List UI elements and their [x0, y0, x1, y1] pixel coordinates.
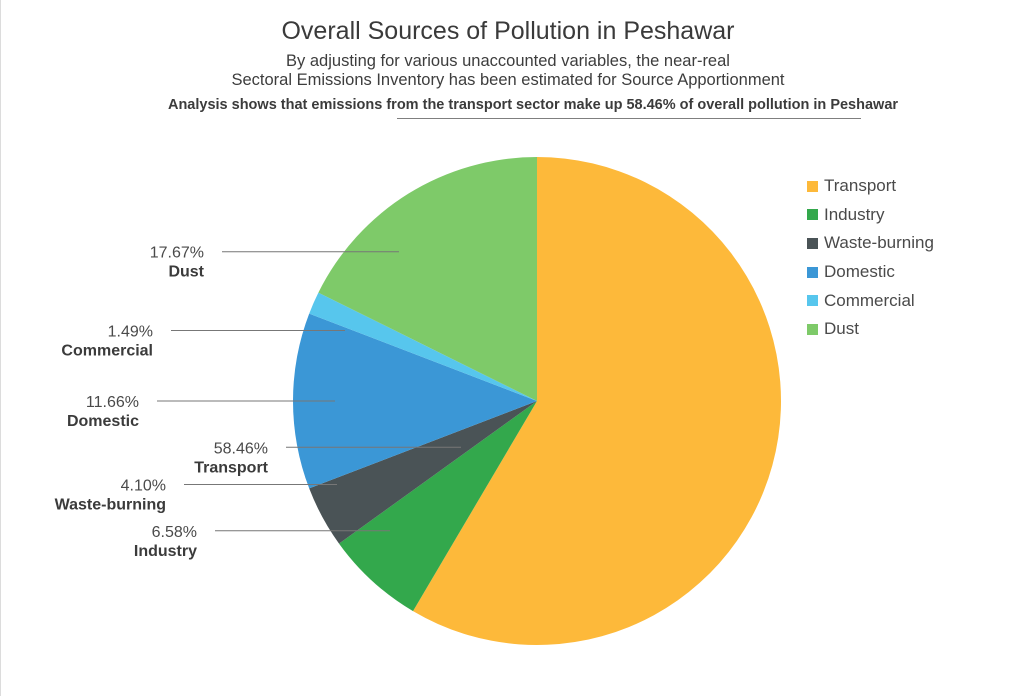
legend-swatch [807, 323, 818, 335]
pie-slice-waste-burning [309, 401, 537, 544]
legend-item-commercial: Commercial [807, 286, 934, 315]
data-label-domestic: 11.66% [86, 394, 139, 411]
category-label-dust: Dust [168, 264, 204, 281]
legend-item-waste-burning: Waste-burning [807, 229, 934, 258]
legend-swatch [807, 180, 818, 192]
analysis-note: Analysis shows that emissions from the t… [1, 97, 1014, 113]
legend-swatch [807, 209, 818, 221]
pie-slice-commercial [309, 292, 537, 401]
data-label-industry: 6.58% [152, 524, 197, 541]
subtitle-line-1: By adjusting for various unaccounted var… [286, 52, 730, 70]
pie-slice-transport [413, 157, 781, 646]
legend-item-dust: Dust [807, 315, 934, 344]
pie-slice-dust [318, 157, 537, 401]
analysis-prefix: Analysis shows that emissions from [167, 97, 423, 113]
legend-label: Dust [824, 319, 859, 339]
legend-item-industry: Industry [807, 201, 934, 230]
category-label-industry: Industry [134, 543, 197, 560]
pie-slice-domestic [292, 313, 537, 489]
analysis-suffix: in Peshawar [809, 97, 899, 113]
legend-item-transport: Transport [807, 172, 934, 201]
data-label-commercial: 1.49% [108, 323, 153, 340]
legend-swatch [807, 266, 818, 278]
legend-label: Industry [824, 204, 885, 224]
data-label-transport: 58.46% [214, 440, 268, 457]
category-label-transport: Transport [194, 459, 268, 476]
legend-label: Commercial [824, 290, 915, 310]
subtitle-line-2: Sectoral Emissions Inventory has been es… [231, 71, 785, 89]
legend-label: Waste-burning [824, 233, 934, 253]
category-label-waste-burning: Waste-burning [55, 497, 166, 514]
category-label-domestic: Domestic [67, 413, 139, 430]
data-label-waste-burning: 4.10% [121, 478, 166, 495]
legend-swatch [807, 295, 818, 307]
chart-legend: Transport Industry Waste-burning Domestic Co… [807, 172, 934, 344]
data-label-dust: 17.67% [150, 245, 204, 262]
pie-slice-industry [339, 401, 537, 612]
category-label-commercial: Commercial [61, 342, 153, 359]
legend-label: Domestic [824, 262, 895, 282]
analysis-underline [397, 118, 861, 119]
legend-label: Transport [824, 176, 897, 196]
chart-title: Overall Sources of Pollution in Peshawar [281, 17, 735, 45]
legend-item-domestic: Domestic [807, 258, 934, 287]
analysis-highlight: the transport sector make up 58.46% of o… [422, 97, 810, 113]
legend-swatch [807, 237, 818, 249]
